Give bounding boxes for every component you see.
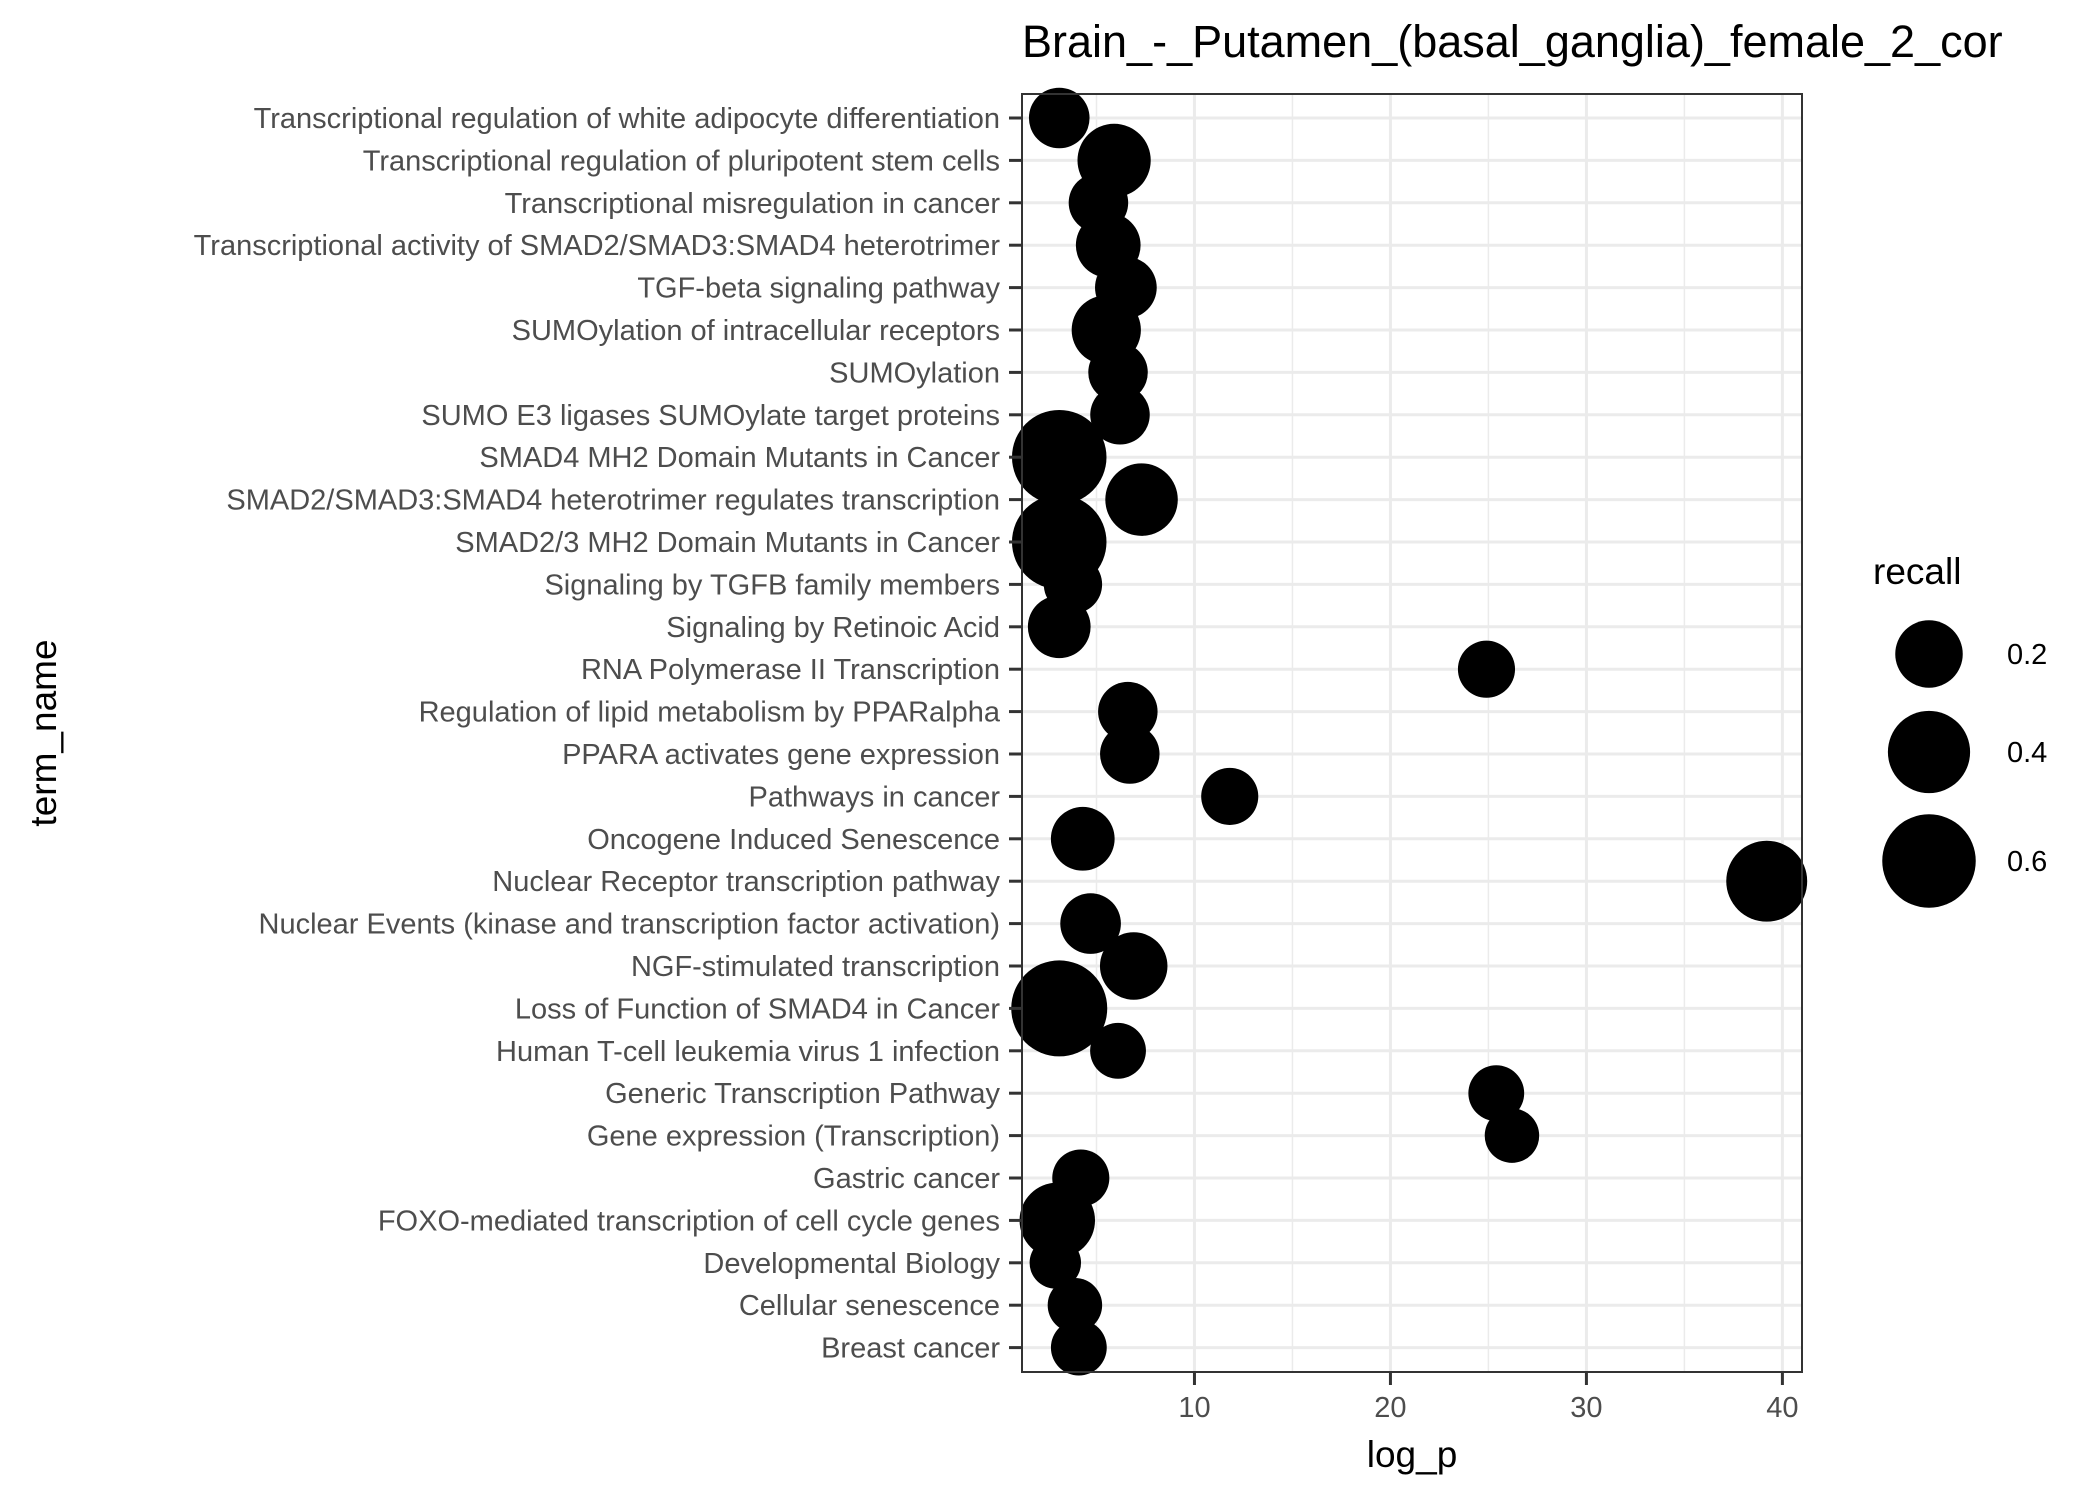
y-tick-label: SUMO E3 ligases SUMOylate target protein… [421,400,1000,432]
data-point [1047,1277,1103,1333]
y-axis: Transcriptional regulation of white adip… [194,103,1022,1365]
data-point [1098,681,1158,742]
data-point [1028,87,1090,149]
data-point [1011,960,1108,1057]
data-point [1027,595,1091,659]
data-point [1201,767,1259,825]
y-tick-label: NGF-stimulated transcription [631,951,1000,983]
x-axis-label: log_p [1367,1434,1458,1475]
x-tick-label: 20 [1374,1392,1406,1424]
chart-title: Brain_-_Putamen_(basal_ganglia)_female_2… [1022,16,2003,67]
data-point [1484,1108,1540,1163]
data-point [1011,409,1107,505]
y-tick-label: Signaling by Retinoic Acid [666,612,1000,644]
y-tick-label: Regulation of lipid metabolism by PPARal… [419,697,1001,729]
x-axis: 10 20 30 40 [1178,1372,1799,1424]
data-point [1050,806,1115,871]
y-tick-label: RNA Polymerase II Transcription [581,654,1000,686]
y-tick-label: Generic Transcription Pathway [605,1078,1000,1110]
data-point [1088,342,1148,403]
y-tick-label: Loss of Function of SMAD4 in Cancer [515,993,1001,1025]
y-tick-label: Transcriptional regulation of pluripoten… [363,145,1000,177]
y-tick-label: Cellular senescence [739,1290,1000,1322]
y-tick-label: FOXO-mediated transcription of cell cycl… [378,1205,1000,1237]
data-point [1468,1065,1525,1122]
x-tick-label: 10 [1178,1392,1210,1424]
y-tick-label: SMAD4 MH2 Domain Mutants in Cancer [479,442,1000,474]
y-tick-label: PPARA activates gene expression [562,739,1000,771]
legend-key [1882,814,1976,908]
y-tick-label: Nuclear Receptor transcription pathway [492,866,1000,898]
y-tick-label: SMAD2/SMAD3:SMAD4 heterotrimer regulates… [226,485,1000,517]
panel-border [1021,93,1803,1373]
y-tick-label: Breast cancer [821,1333,1000,1365]
data-point [1090,1022,1146,1079]
legend-key [1887,710,1971,794]
legend-label: 0.6 [2007,846,2047,878]
legend-label: 0.2 [2007,639,2047,671]
data-point [1726,840,1808,922]
y-tick-label: SUMOylation [829,357,1000,389]
plot-panel [1011,87,1808,1376]
y-tick-label: Oncogene Induced Senescence [587,824,1000,856]
data-point [1050,1319,1107,1376]
y-tick-label: TGF-beta signaling pathway [637,273,1000,305]
y-tick-label: Transcriptional misregulation in cancer [505,188,1001,220]
data-point [1457,640,1516,698]
data-point [1099,932,1168,1000]
x-tick-label: 40 [1766,1392,1798,1424]
points [1011,87,1808,1376]
legend-label: 0.4 [2007,737,2047,769]
data-point [1090,385,1150,445]
data-point [1060,893,1121,954]
y-tick-label: Transcriptional regulation of white adip… [254,103,1000,135]
y-tick-label: Gastric cancer [813,1163,1000,1195]
y-tick-label: Developmental Biology [703,1248,1000,1280]
data-point [1100,724,1160,784]
y-tick-label: Gene expression (Transcription) [587,1121,1000,1153]
panel-background [1022,94,1802,1372]
y-tick-label: Nuclear Events (kinase and transcription… [259,909,1000,941]
y-tick-label: SUMOylation of intracellular receptors [512,315,1000,347]
legend-key [1895,620,1963,688]
y-tick-label: SMAD2/3 MH2 Domain Mutants in Cancer [455,527,1000,559]
y-axis-label: term_name [23,639,64,826]
y-tick-label: Signaling by TGFB family members [544,569,1000,601]
y-tick-label: Human T-cell leukemia virus 1 infection [496,1036,1000,1068]
legend: recall 0.2 0.4 0.6 [1873,551,2047,908]
legend-title: recall [1873,551,1961,592]
grid [1022,94,1802,1372]
data-point [1105,463,1178,536]
data-point [1019,1182,1096,1259]
data-point [1029,1237,1082,1289]
y-tick-label: Transcriptional activity of SMAD2/SMAD3:… [194,230,1001,262]
x-tick-label: 30 [1570,1392,1602,1424]
y-tick-label: Pathways in cancer [749,781,1001,813]
